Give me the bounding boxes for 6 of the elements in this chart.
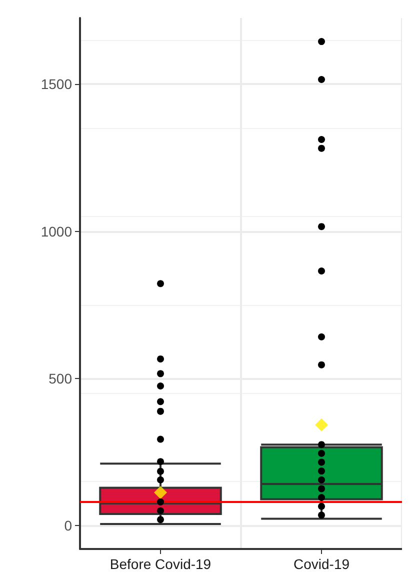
- y-tick-label: 1500: [40, 76, 72, 92]
- y-tick-label: 0: [64, 517, 72, 534]
- x-tick-label: Covid-19: [293, 556, 350, 572]
- y-tick-label: 1000: [40, 223, 72, 240]
- y-tick-label: 500: [48, 370, 72, 386]
- x-tick-label: Before Covid-19: [110, 556, 212, 572]
